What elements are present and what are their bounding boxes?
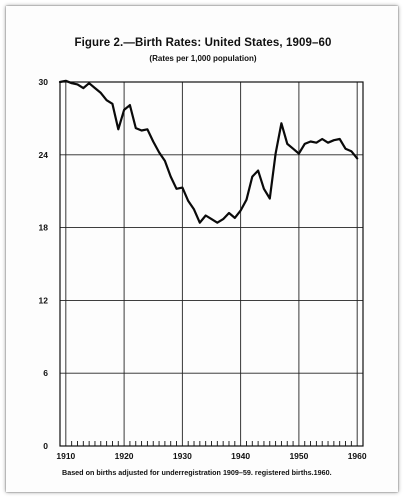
y-tick-label-18: 18: [39, 223, 49, 233]
x-minor-ticks: [59, 441, 364, 446]
x-tick-label-1930: 1930: [173, 451, 192, 461]
chart-subtitle: (Rates per 1,000 population): [149, 54, 257, 63]
figure-page: [6, 6, 398, 492]
x-tick-label-1940: 1940: [231, 451, 250, 461]
x-tick-label-1910: 1910: [56, 451, 75, 461]
x-tick-labels: 1910 1920 1930 1940 1950 1960: [56, 451, 367, 461]
chart-grid: [60, 82, 363, 446]
chart-title: Figure 2.—Birth Rates: United States, 19…: [74, 37, 332, 49]
footnote: Based on births adjusted for underregist…: [62, 468, 332, 477]
y-tick-label-30: 30: [39, 77, 49, 87]
y-tick-labels: 0 6 12 18 24 30: [39, 77, 49, 451]
y-tick-label-0: 0: [43, 441, 48, 451]
x-tick-label-1950: 1950: [289, 451, 308, 461]
y-tick-label-6: 6: [43, 368, 48, 378]
chart-frame: [59, 81, 364, 447]
y-tick-label-24: 24: [39, 150, 49, 160]
series-group: [58, 79, 359, 224]
x-tick-label-1960: 1960: [348, 451, 367, 461]
plot-border: [59, 81, 364, 447]
y-tick-label-12: 12: [39, 295, 49, 305]
x-tick-label-1920: 1920: [115, 451, 134, 461]
series-line-0: [58, 79, 359, 224]
